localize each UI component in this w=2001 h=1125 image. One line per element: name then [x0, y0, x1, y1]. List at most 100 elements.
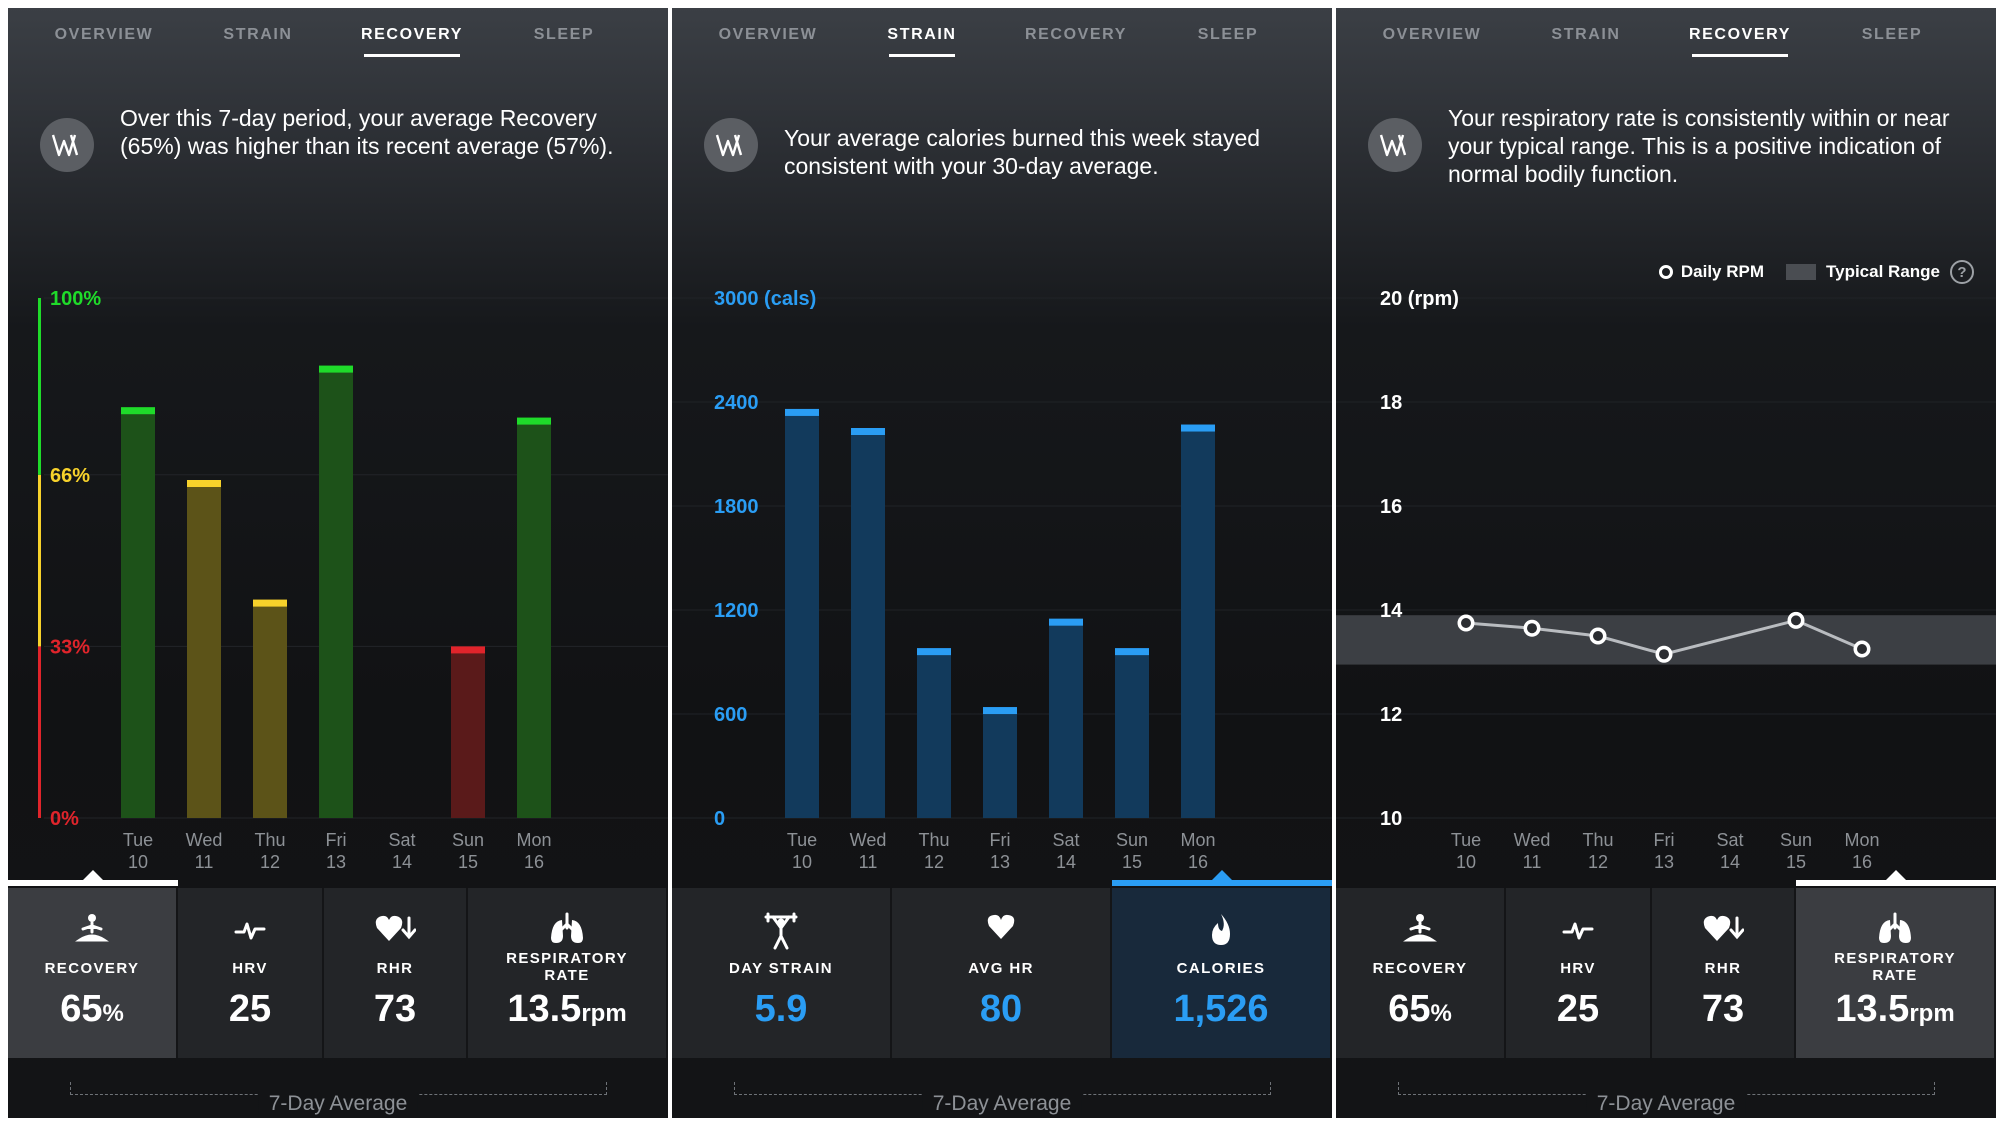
stat-number: 73	[1701, 988, 1745, 1030]
stat-value: 73	[324, 988, 466, 1031]
stat-number: 13.5	[1835, 988, 1910, 1030]
zone-axis-segment	[38, 646, 41, 818]
y-tick-label: 10	[1380, 808, 1402, 830]
daily-rpm-marker-icon	[1658, 265, 1673, 279]
help-icon[interactable]: ?	[1950, 260, 1974, 284]
calorie-bar-cap	[1049, 618, 1083, 626]
recovery-bar	[451, 646, 485, 818]
stat-value: 13.5rpm	[1796, 988, 1994, 1031]
y-tick-label: 100%	[50, 288, 101, 310]
day-label: Mon	[1180, 830, 1215, 850]
day-label: Mon	[516, 830, 551, 850]
y-tick-label: 66%	[50, 465, 90, 487]
y-tick-label: 20 (rpm)	[1380, 288, 1459, 310]
date-label: 13	[990, 852, 1010, 872]
day-label: Wed	[186, 830, 223, 850]
stat-label: RESPIRATORY RATE	[1796, 950, 1994, 984]
stats-row: RECOVERY 65% HRV 25 RHR 73 RESPIRATORY RATE 13.5…	[8, 870, 668, 1058]
meditation-icon	[8, 912, 176, 946]
y-tick-label: 1200	[714, 600, 759, 622]
recovery-bar-cap	[451, 646, 485, 654]
date-label: 13	[326, 852, 346, 872]
stat-tile-respiratory-rate[interactable]: RESPIRATORY RATE 13.5rpm	[468, 888, 668, 1058]
weightlifter-icon	[672, 912, 890, 950]
stat-label-line: RESPIRATORY	[1834, 950, 1956, 967]
stat-tile-respiratory-rate[interactable]: RESPIRATORY RATE 13.5rpm	[1796, 888, 1996, 1058]
tab-bar: OVERVIEW STRAIN RECOVERY SLEEP	[1336, 8, 1996, 64]
lungs-icon	[468, 912, 666, 946]
date-label: 11	[1523, 852, 1542, 872]
lungs-icon	[1796, 912, 1994, 946]
zone-axis-segment	[38, 474, 41, 647]
stat-tile-hrv[interactable]: HRV 25	[178, 888, 324, 1058]
y-tick-label: 14	[1380, 600, 1403, 622]
stat-unit: rpm	[581, 1000, 627, 1027]
day-label: Sat	[1052, 830, 1079, 850]
y-tick-label: 0%	[50, 808, 79, 830]
recovery-bar-cap	[187, 480, 221, 487]
tab-overview[interactable]: OVERVIEW	[1382, 26, 1482, 43]
stat-value: 25	[178, 988, 322, 1031]
date-label: 14	[1720, 852, 1740, 872]
date-label: 10	[792, 852, 812, 872]
y-tick-label: 3000 (cals)	[714, 288, 816, 310]
tab-strain[interactable]: STRAIN	[1551, 26, 1621, 43]
tab-sleep[interactable]: SLEEP	[1861, 26, 1923, 43]
date-label: 11	[859, 852, 878, 872]
tab-strain[interactable]: STRAIN	[887, 26, 957, 43]
y-tick-label: 1800	[714, 496, 759, 518]
tab-sleep[interactable]: SLEEP	[1197, 26, 1259, 43]
date-label: 10	[1456, 852, 1476, 872]
recovery-bar	[319, 365, 353, 818]
stat-tile-hrv[interactable]: HRV 25	[1506, 888, 1652, 1058]
date-label: 15	[1786, 852, 1806, 872]
y-tick-label: 18	[1380, 392, 1402, 414]
daily-rpm-point-center	[1659, 649, 1669, 660]
recovery-bar-cap	[253, 599, 287, 607]
calorie-bar	[1049, 618, 1083, 818]
tab-strain[interactable]: STRAIN	[223, 26, 293, 43]
stat-label: RECOVERY	[44, 960, 140, 977]
tab-recovery[interactable]: RECOVERY	[1688, 26, 1792, 43]
stat-tile-avg-hr[interactable]: AVG HR 80	[892, 888, 1112, 1058]
stat-tile-rhr[interactable]: RHR 73	[1652, 888, 1796, 1058]
date-label: 12	[1588, 852, 1608, 872]
date-label: 14	[1056, 852, 1076, 872]
tab-overview[interactable]: OVERVIEW	[718, 26, 818, 43]
day-label: Fri	[326, 830, 347, 850]
insight-text: Your average calories burned this week s…	[784, 125, 1261, 179]
stat-value: 13.5rpm	[468, 988, 666, 1031]
stat-tile-calories[interactable]: CALORIES 1,526	[1112, 888, 1332, 1058]
tab-recovery[interactable]: RECOVERY	[360, 26, 464, 43]
date-label: 15	[458, 852, 478, 872]
stat-tile-recovery[interactable]: RECOVERY 65%	[1336, 888, 1506, 1058]
tab-bar: OVERVIEW STRAIN RECOVERY SLEEP	[672, 8, 1332, 64]
zone-axis-segment	[38, 298, 41, 475]
stat-value: 65%	[1336, 988, 1504, 1031]
tab-recovery[interactable]: RECOVERY	[1024, 26, 1128, 43]
calorie-bar	[917, 648, 951, 818]
stat-tile-recovery[interactable]: RECOVERY 65%	[8, 888, 178, 1058]
stat-tile-day-strain[interactable]: DAY STRAIN 5.9	[672, 888, 892, 1058]
insight-text: Over this 7-day period, your average Rec…	[120, 105, 614, 159]
tab-sleep[interactable]: SLEEP	[533, 26, 595, 43]
tab-overview[interactable]: OVERVIEW	[54, 26, 154, 43]
calorie-bar	[1115, 648, 1149, 818]
respiratory-panel: OVERVIEW STRAIN RECOVERY SLEEP Your resp…	[1336, 8, 1996, 1118]
active-stat-indicator	[1112, 880, 1332, 886]
date-label: 14	[392, 852, 412, 872]
stat-label: HRV	[1560, 960, 1596, 977]
strain-panel: OVERVIEW STRAIN RECOVERY SLEEP Your aver…	[672, 8, 1332, 1118]
calorie-bar	[1181, 424, 1215, 818]
recovery-bar	[121, 407, 155, 818]
stat-tile-rhr[interactable]: RHR 73	[324, 888, 468, 1058]
stat-number: 5.9	[754, 988, 808, 1030]
flame-icon	[1112, 912, 1330, 946]
stat-number: 25	[1556, 988, 1600, 1030]
stat-number: 73	[373, 988, 417, 1030]
pulse-icon	[178, 912, 322, 946]
active-stat-pointer	[1212, 870, 1232, 880]
recovery-bar-cap	[121, 407, 155, 415]
